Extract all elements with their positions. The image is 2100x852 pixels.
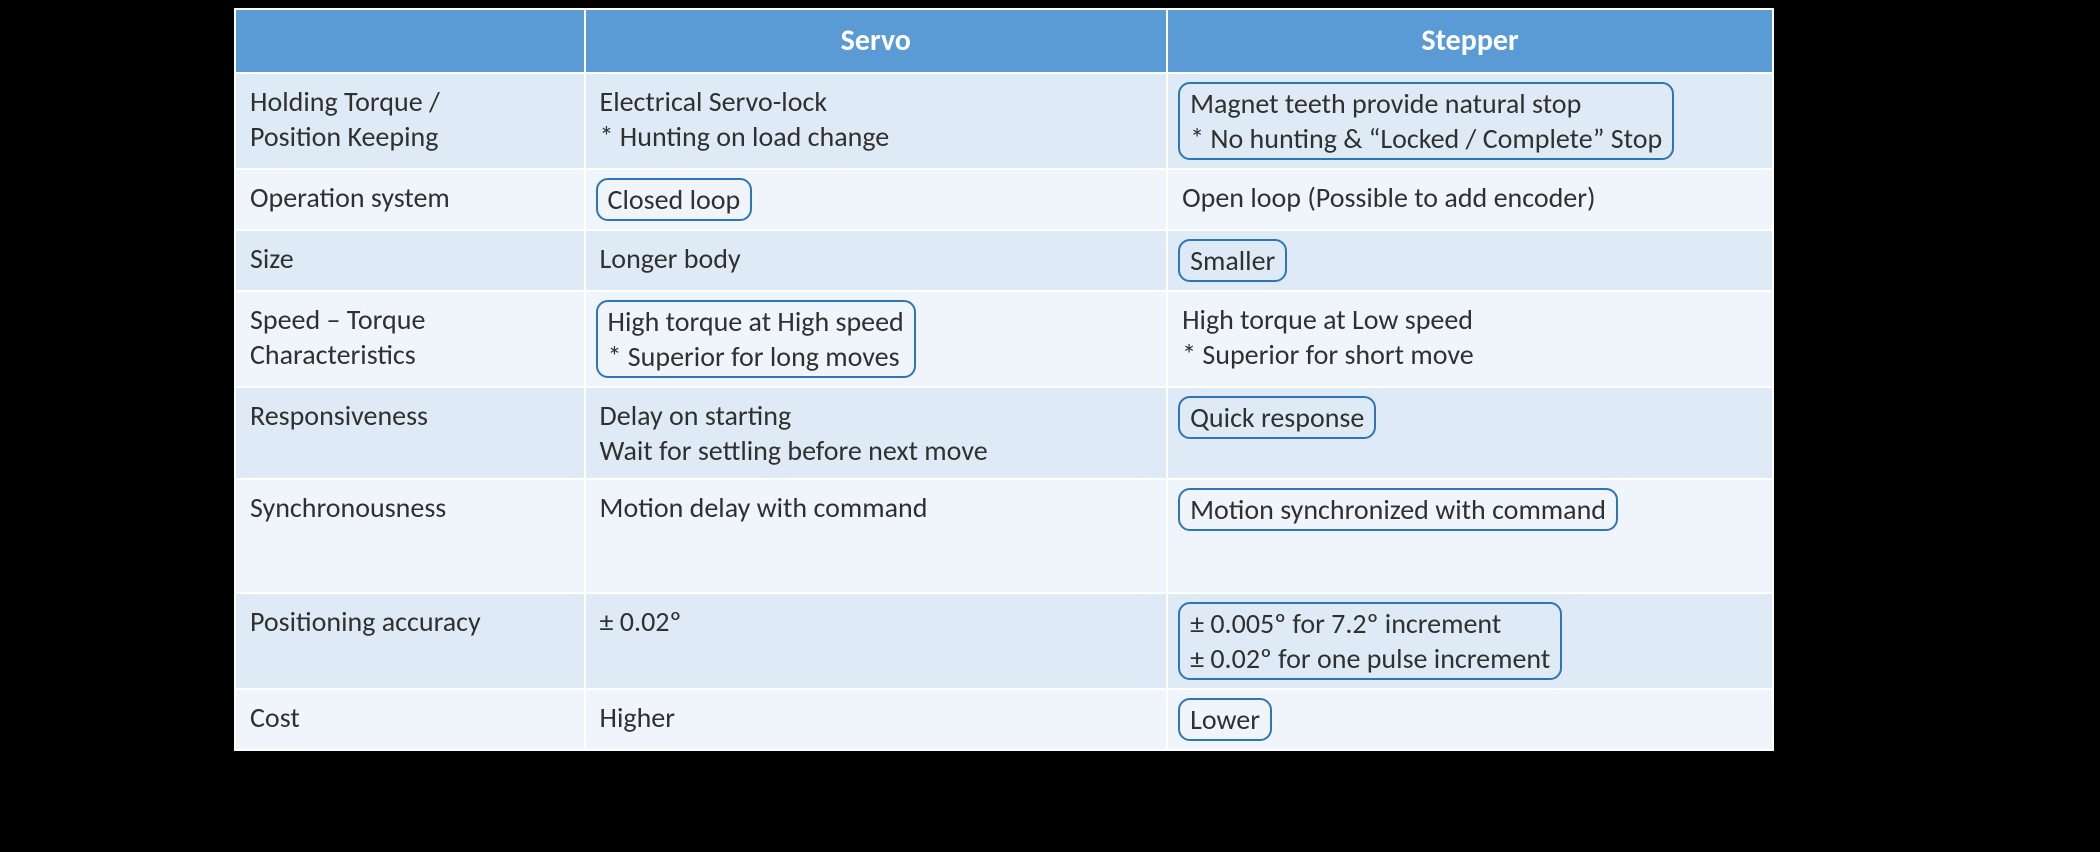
servo-cell-line: Delay on starting (600, 398, 1153, 433)
stepper-highlight-box: Motion synchronized with command (1178, 488, 1618, 531)
table-row: Positioning accuracy ± 0.02º ± 0.005º for … (235, 593, 1773, 689)
servo-highlight-box: Closed loop (596, 178, 753, 221)
servo-cell: ± 0.02º (585, 593, 1168, 689)
stepper-cell-line: ± 0.005º for 7.2º increment (1190, 606, 1550, 641)
row-label: Positioning accuracy (235, 593, 585, 689)
row-label: Synchronousness (235, 479, 585, 593)
row-label-line: Operation system (250, 180, 570, 215)
header-servo: Servo (585, 9, 1168, 73)
row-label-line: Holding Torque / (250, 84, 570, 119)
servo-cell: Motion delay with command (585, 479, 1168, 593)
row-label-line: Speed – Torque (250, 302, 570, 337)
servo-cell-line: High torque at High speed (608, 304, 904, 339)
table-row: Speed – TorqueCharacteristicsHigh torque… (235, 291, 1773, 387)
table-row: Holding Torque /Position KeepingElectric… (235, 73, 1773, 169)
servo-highlight-box: High torque at High speed* Superior for … (596, 300, 916, 378)
table-body: Holding Torque /Position KeepingElectric… (235, 73, 1773, 750)
servo-cell-line: Closed loop (608, 182, 741, 217)
row-label: Holding Torque /Position Keeping (235, 73, 585, 169)
servo-cell: Higher (585, 689, 1168, 750)
stepper-cell-line: * Superior for short move (1182, 337, 1758, 372)
stepper-highlight-box: Quick response (1178, 396, 1376, 439)
row-label: Responsiveness (235, 387, 585, 479)
stepper-cell: Smaller (1167, 230, 1773, 291)
stepper-cell: Quick response (1167, 387, 1773, 479)
table-row: Responsiveness Delay on startingWait for … (235, 387, 1773, 479)
stepper-cell: Motion synchronized with command (1167, 479, 1773, 593)
stepper-cell: High torque at Low speed* Superior for s… (1167, 291, 1773, 387)
stepper-cell: Magnet teeth provide natural stop* No hu… (1167, 73, 1773, 169)
stepper-cell-line: High torque at Low speed (1182, 302, 1758, 337)
row-label-line: Cost (250, 700, 570, 735)
stepper-highlight-box: ± 0.005º for 7.2º increment± 0.02º for o… (1178, 602, 1562, 680)
stepper-highlight-box: Smaller (1178, 239, 1287, 282)
header-stepper: Stepper (1167, 9, 1773, 73)
stepper-cell: Open loop (Possible to add encoder) (1167, 169, 1773, 230)
row-label: Speed – TorqueCharacteristics (235, 291, 585, 387)
table-row: Operation system Closed loop Open loop (Po… (235, 169, 1773, 230)
servo-cell-line: ± 0.02º (600, 604, 1153, 639)
stepper-cell-line: Quick response (1190, 400, 1364, 435)
header-blank (235, 9, 585, 73)
stepper-cell-line: * No hunting & “Locked / Complete” Stop (1190, 121, 1662, 156)
servo-cell: Closed loop (585, 169, 1168, 230)
stepper-cell: ± 0.005º for 7.2º increment± 0.02º for o… (1167, 593, 1773, 689)
stepper-cell-line: Motion synchronized with command (1190, 492, 1606, 527)
row-label-line: Positioning accuracy (250, 604, 570, 639)
servo-cell-line: Motion delay with command (600, 490, 1153, 525)
row-label-line: Position Keeping (250, 119, 570, 154)
row-label-line: Characteristics (250, 337, 570, 372)
stepper-cell-line: Open loop (Possible to add encoder) (1182, 180, 1758, 215)
table-header-row: Servo Stepper (235, 9, 1773, 73)
servo-cell-line: * Hunting on load change (600, 119, 1153, 154)
stepper-highlight-box: Magnet teeth provide natural stop* No hu… (1178, 82, 1674, 160)
servo-cell: Longer body (585, 230, 1168, 291)
servo-cell-line: Wait for settling before next move (600, 433, 1153, 468)
servo-cell-line: Higher (600, 700, 1153, 735)
stepper-cell-line: ± 0.02º for one pulse increment (1190, 641, 1550, 676)
stepper-cell-line: Magnet teeth provide natural stop (1190, 86, 1662, 121)
table-row: Cost Higher Lower (235, 689, 1773, 750)
servo-cell-line: Longer body (600, 241, 1153, 276)
stepper-cell: Lower (1167, 689, 1773, 750)
stepper-highlight-box: Lower (1178, 698, 1272, 741)
stepper-cell-line: Smaller (1190, 243, 1275, 278)
row-label-line: Synchronousness (250, 490, 570, 525)
servo-cell: Electrical Servo-lock* Hunting on load c… (585, 73, 1168, 169)
page: Servo Stepper Holding Torque /Position K… (0, 0, 2100, 852)
servo-cell: Delay on startingWait for settling befor… (585, 387, 1168, 479)
row-label: Cost (235, 689, 585, 750)
table-row: Size Longer body Smaller (235, 230, 1773, 291)
comparison-table: Servo Stepper Holding Torque /Position K… (234, 8, 1774, 751)
row-label: Size (235, 230, 585, 291)
row-label: Operation system (235, 169, 585, 230)
servo-cell: High torque at High speed* Superior for … (585, 291, 1168, 387)
servo-cell-line: Electrical Servo-lock (600, 84, 1153, 119)
servo-cell-line: * Superior for long moves (608, 339, 904, 374)
stepper-cell-line: Lower (1190, 702, 1260, 737)
row-label-line: Size (250, 241, 570, 276)
row-label-line: Responsiveness (250, 398, 570, 433)
table-row: Synchronousness Motion delay with command… (235, 479, 1773, 593)
